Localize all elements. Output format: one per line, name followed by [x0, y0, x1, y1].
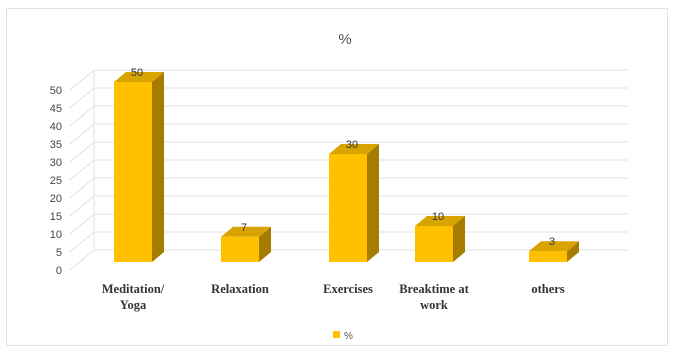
y-tick-label: 40	[50, 121, 62, 133]
bar-side	[567, 241, 579, 262]
x-tick-label: others	[531, 282, 564, 296]
bar-front	[415, 226, 453, 262]
data-label: 50	[131, 67, 143, 79]
bar	[529, 241, 579, 262]
bar-side	[152, 72, 164, 262]
y-tick-label: 25	[50, 175, 62, 187]
bar	[329, 144, 379, 262]
x-axis: Meditation/Yoga Relaxation Exercises Breakt…	[102, 282, 565, 312]
grid-line-diag	[69, 249, 95, 271]
x-tick-label: Breaktime at work	[399, 282, 469, 312]
y-tick-label: 50	[50, 85, 62, 97]
data-label: 7	[241, 222, 247, 234]
y-axis: 0 5 10 15 20 25 30 35 40 45 50	[50, 85, 62, 277]
bar-top	[329, 144, 379, 154]
chart-title: %	[338, 31, 351, 48]
legend-swatch	[333, 331, 340, 338]
legend-label: %	[344, 331, 353, 342]
data-label: 10	[432, 211, 444, 223]
grid-line-diag	[69, 69, 95, 91]
bar-side	[453, 216, 465, 262]
y-tick-label: 20	[50, 193, 62, 205]
bar-front	[221, 236, 259, 262]
y-tick-label: 15	[50, 211, 62, 223]
y-tick-label: 30	[50, 157, 62, 169]
y-tick-label: 5	[56, 247, 62, 259]
bar	[415, 216, 465, 262]
bar-front	[329, 154, 367, 262]
x-tick-label: Meditation/Yoga	[102, 282, 165, 312]
bar-side	[367, 144, 379, 262]
bar-top	[221, 226, 271, 237]
grid-line-diag	[69, 213, 95, 235]
grid-line-diag	[69, 195, 95, 217]
bar-front	[529, 251, 567, 262]
bar-top	[529, 241, 579, 252]
bar-top	[415, 216, 465, 226]
bar	[221, 226, 271, 262]
grid-line-diag	[69, 105, 95, 127]
data-label: 30	[346, 139, 358, 151]
data-label: 3	[549, 236, 555, 248]
grid-line-diag	[69, 231, 95, 253]
grid-line-diag	[69, 87, 95, 109]
bar	[114, 72, 164, 262]
bar-front	[114, 82, 152, 262]
y-tick-label: 35	[50, 139, 62, 151]
grid-line-diag	[69, 141, 95, 163]
bars: 50 7 30 10 3	[114, 67, 579, 262]
x-tick-label: Relaxation	[211, 282, 269, 296]
grid-line-diag	[69, 177, 95, 199]
x-tick-label: Exercises	[323, 282, 373, 296]
bar-top	[114, 72, 164, 82]
y-tick-label: 45	[50, 103, 62, 115]
grid-line-diag	[69, 123, 95, 145]
y-tick-label: 0	[56, 265, 62, 277]
bar-side	[259, 226, 271, 262]
legend: %	[333, 331, 353, 342]
grid-line-diag	[69, 159, 95, 181]
y-tick-label: 10	[50, 229, 62, 241]
